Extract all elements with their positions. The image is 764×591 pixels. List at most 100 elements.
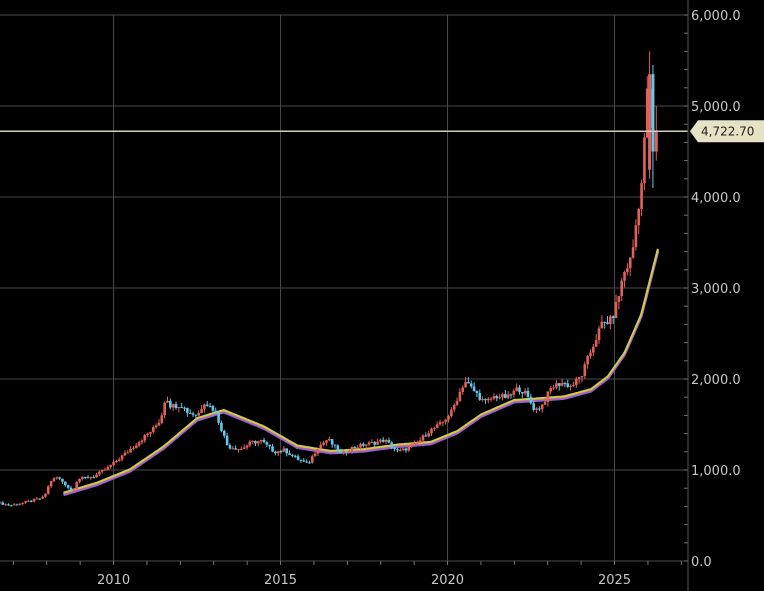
candle-body [560, 383, 564, 386]
candle-body [441, 421, 445, 423]
candle-body [279, 451, 283, 453]
candle-body [342, 451, 345, 453]
candle-body [620, 280, 624, 297]
candle-body [430, 428, 433, 434]
candle-body [143, 435, 147, 441]
candle-body [52, 478, 56, 482]
candle-body [188, 412, 192, 414]
candle-body [404, 448, 408, 451]
candle-body [228, 445, 232, 449]
candle-body [506, 394, 510, 398]
candle-body [220, 422, 223, 431]
candle-body [444, 419, 447, 422]
candle-body [166, 400, 169, 403]
candle-body [512, 390, 516, 395]
candle-body [169, 400, 172, 408]
candle-body [21, 502, 25, 504]
candle-body [623, 272, 626, 281]
candle-body [501, 394, 504, 398]
candle-body [373, 442, 377, 445]
candle-body [58, 477, 61, 479]
candle-body [532, 403, 536, 410]
candle-body [288, 453, 291, 455]
candle-body [526, 390, 530, 397]
candle-body [472, 386, 476, 391]
candle-body [231, 448, 235, 450]
candle-body [413, 442, 416, 445]
candle-body [305, 461, 308, 463]
candle-body [61, 478, 64, 482]
candle-body [450, 409, 453, 416]
candle-body [637, 209, 641, 226]
candle-body [120, 455, 124, 460]
candle-body [259, 440, 263, 442]
candle-body [41, 496, 44, 499]
candle-body [435, 424, 439, 428]
candle-body [458, 391, 462, 402]
candle-body [44, 493, 47, 497]
candle-body [574, 378, 578, 386]
candle-body [186, 407, 189, 413]
candle-body [555, 383, 558, 388]
candle-body [245, 445, 249, 448]
candle-body [163, 402, 166, 416]
candle-body [433, 427, 436, 429]
y-tick-label: 4,000.0 [691, 191, 741, 206]
candle-body [416, 442, 419, 444]
candle-body [117, 459, 121, 461]
x-tick-label: 2020 [431, 573, 464, 588]
candle-body [393, 447, 396, 450]
candle-body [396, 449, 399, 451]
candle-body [4, 504, 7, 506]
candle-body [455, 401, 459, 405]
candle-body [486, 398, 490, 401]
candle-body [543, 401, 547, 405]
x-tick-label: 2025 [598, 573, 631, 588]
candle-body [509, 394, 513, 396]
candle-body [495, 396, 499, 399]
candle-body [205, 404, 209, 406]
candle-body [75, 481, 78, 490]
candle-body [521, 392, 524, 394]
candle-body [535, 408, 538, 410]
candle-body [529, 396, 533, 404]
candle-body [330, 439, 334, 445]
candle-body [418, 440, 422, 443]
candle-body [603, 321, 606, 323]
candle-body [438, 422, 442, 425]
candle-body [66, 485, 70, 488]
y-tick-label: 6,000.0 [691, 9, 741, 24]
candle-body [367, 442, 371, 445]
candle-body [316, 448, 320, 454]
candle-body [183, 407, 186, 409]
candle-body [302, 460, 306, 462]
candle-body [475, 390, 479, 394]
candle-body [171, 404, 175, 408]
candle-body [268, 444, 271, 447]
candle-body [634, 225, 638, 248]
candle-body [15, 504, 19, 506]
candle-body [464, 382, 467, 388]
candle-body [194, 414, 198, 416]
candle-body [214, 410, 218, 413]
y-tick-label: 2,000.0 [691, 373, 741, 388]
candle-body [140, 440, 144, 443]
candle-body [381, 439, 385, 442]
candle-body [293, 455, 297, 457]
candle-body [359, 443, 362, 448]
candle-body [523, 390, 527, 394]
candle-body [313, 453, 317, 457]
candle-body [498, 397, 501, 399]
candle-body [291, 454, 294, 456]
candle-body [356, 447, 359, 449]
candle-body [0, 502, 2, 504]
candle-body [407, 446, 411, 451]
candle-body [322, 442, 325, 445]
candle-body [398, 449, 402, 451]
candle-body [572, 385, 575, 387]
candle-body [609, 316, 612, 325]
candle-body [387, 440, 391, 443]
moving-average-bands [63, 248, 660, 497]
candle-body [339, 451, 342, 453]
